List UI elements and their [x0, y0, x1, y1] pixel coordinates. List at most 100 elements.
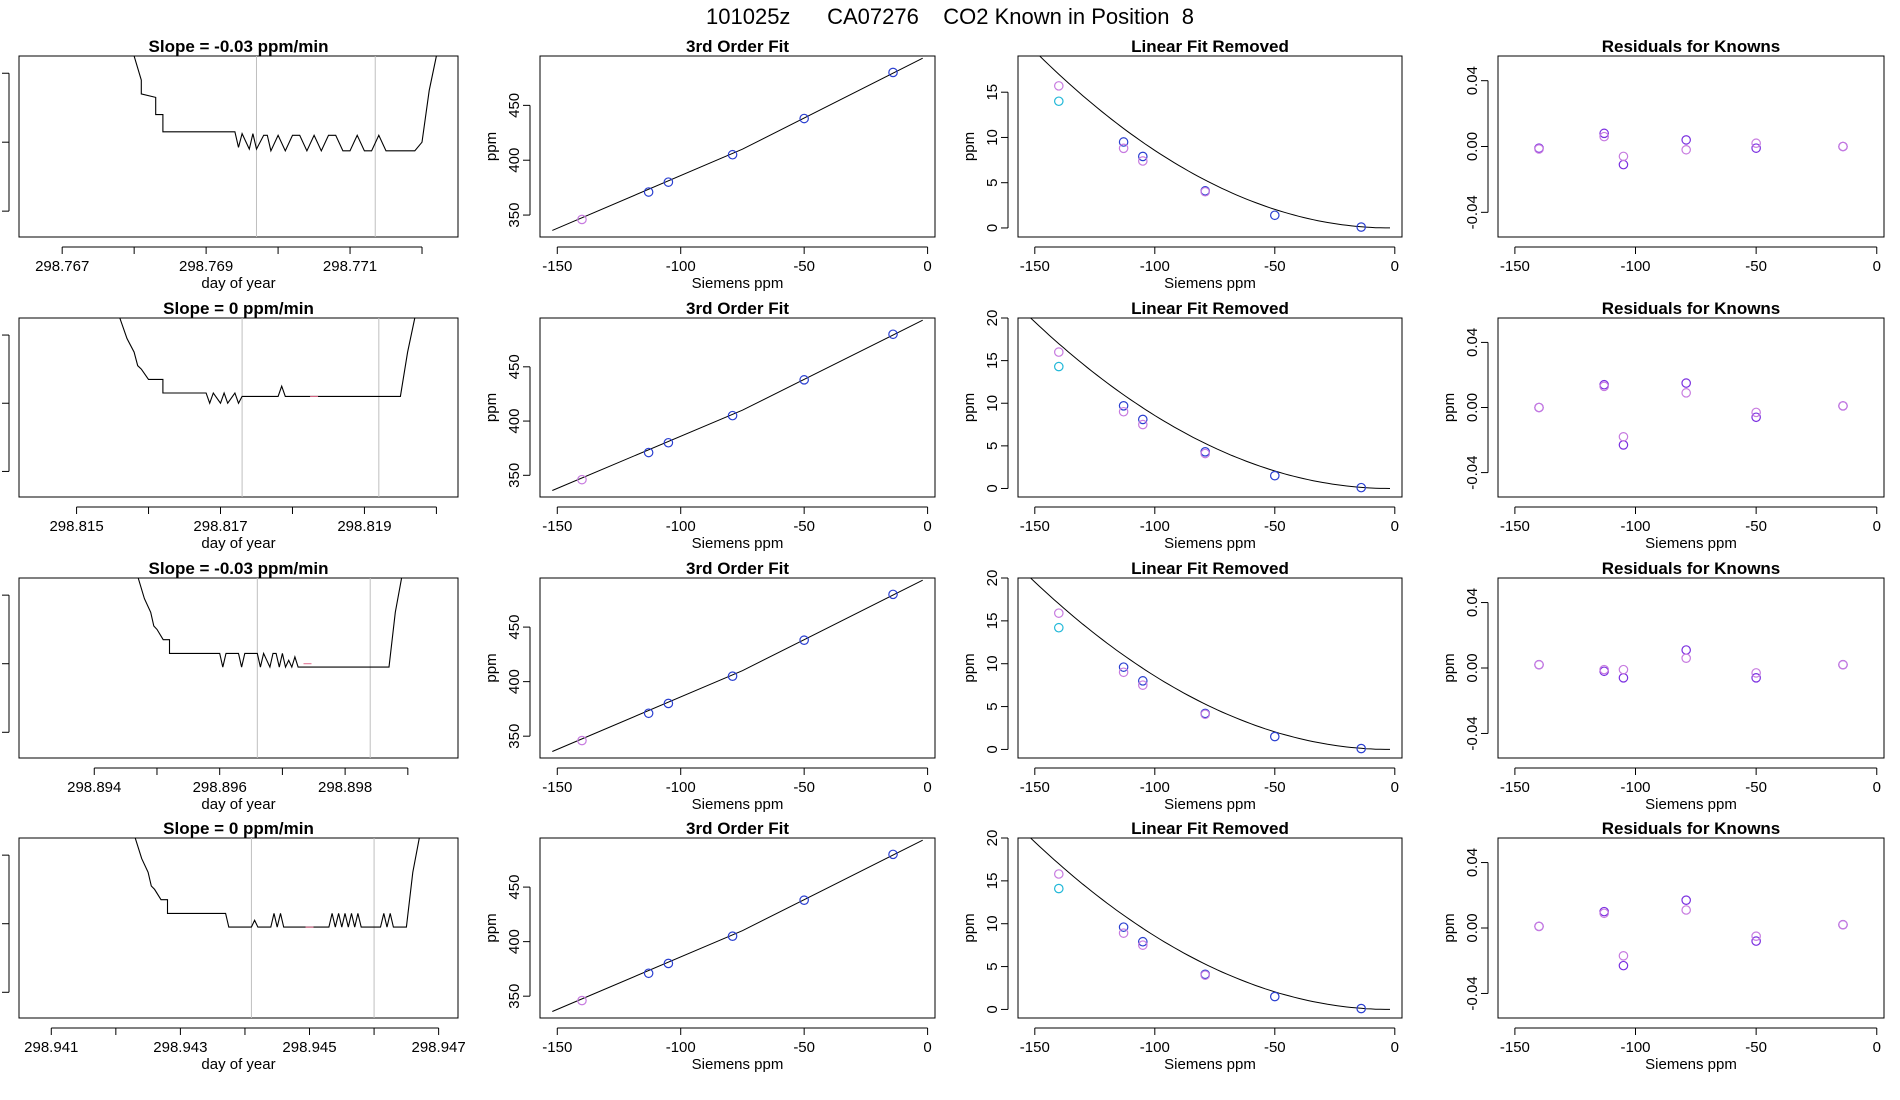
- y-tick-label: 333.0: [0, 123, 2, 161]
- y-tick-label: 0: [984, 484, 1001, 492]
- data-point: [663, 698, 674, 709]
- y-tick-label: -0.04: [1464, 195, 1481, 229]
- x-tick-label: -50: [1745, 518, 1767, 535]
- plot-title: Residuals for Knowns: [1602, 299, 1781, 318]
- data-point: [1270, 210, 1280, 221]
- plot-panel-6: 3rd Order Fit -150 -100 -50 0 Siemens ppm 350 4…: [483, 299, 936, 552]
- plot-title: 3rd Order Fit: [686, 37, 789, 56]
- x-tick-label: 298.941: [24, 1039, 78, 1056]
- data-point: [727, 931, 738, 941]
- data-point: [577, 214, 587, 225]
- y-tick-label: 450: [506, 93, 523, 118]
- data-point: [1356, 1003, 1366, 1014]
- x-axis-label: Siemens ppm: [1645, 1056, 1737, 1073]
- data-point: [1751, 931, 1761, 941]
- data-point: [1138, 414, 1148, 425]
- data-point: [1599, 381, 1609, 392]
- x-axis-label: Siemens ppm: [1645, 796, 1737, 813]
- plot-frame: [1017, 55, 1403, 238]
- plot-frame: [1497, 837, 1885, 1019]
- data-point: [1138, 936, 1148, 947]
- x-axis-label: Siemens ppm: [1164, 275, 1256, 292]
- data-point: [1356, 482, 1366, 493]
- data-point: [1599, 131, 1609, 142]
- y-tick-label: 0.00: [1464, 393, 1481, 422]
- data-point: [663, 958, 674, 969]
- data-point: [1118, 400, 1129, 411]
- y-tick-label: 20: [984, 830, 1001, 847]
- x-axis-label: Siemens ppm: [1164, 796, 1256, 813]
- fit-curve: [552, 839, 923, 1012]
- fit-curve: [1038, 56, 1390, 229]
- y-tick-label: 20: [984, 310, 1001, 327]
- x-axis-label: Siemens ppm: [1164, 1056, 1256, 1073]
- data-line: [119, 318, 416, 405]
- data-line: [134, 838, 420, 928]
- data-point: [727, 410, 738, 421]
- plot-title: 3rd Order Fit: [686, 299, 789, 318]
- y-tick-label: -0.04: [1464, 455, 1481, 489]
- plot-area: [552, 579, 923, 752]
- fit-curve: [1029, 838, 1390, 1010]
- x-tick-label: -150: [1500, 258, 1530, 275]
- fit-curve: [552, 319, 923, 491]
- x-tick-label: 298.817: [193, 518, 247, 535]
- data-point: [1534, 402, 1544, 413]
- y-tick-label: 350: [506, 984, 523, 1009]
- plot-area: [552, 839, 923, 1012]
- plot-title: Residuals for Knowns: [1602, 819, 1781, 838]
- x-axis-label: Siemens ppm: [692, 535, 784, 552]
- plot-frame: [539, 55, 936, 238]
- x-tick-label: 298.947: [412, 1039, 466, 1056]
- x-tick-label: 298.767: [35, 258, 89, 275]
- data-point: [1270, 991, 1280, 1002]
- y-tick-label: 10: [984, 915, 1001, 932]
- x-tick-label: -150: [542, 1039, 572, 1056]
- y-tick-label: 10: [984, 395, 1001, 412]
- data-point: [1118, 143, 1129, 154]
- x-tick-label: 0: [923, 518, 931, 535]
- fit-curve: [1029, 318, 1391, 489]
- y-tick-label: 400: [506, 409, 523, 434]
- plot-area: [552, 57, 923, 231]
- y-tick-label: 5: [984, 702, 1001, 710]
- x-tick-label: -50: [1745, 779, 1767, 796]
- plot-frame: [539, 317, 936, 498]
- data-point: [1534, 659, 1544, 670]
- data-point: [799, 635, 809, 645]
- x-axis-label: Siemens ppm: [692, 796, 784, 813]
- x-tick-label: 298.943: [153, 1039, 207, 1056]
- plot-panel-16: Residuals for Knowns -150 -100 -50 0 Siemens …: [1441, 819, 1885, 1073]
- data-point: [577, 735, 587, 746]
- x-tick-label: -150: [1020, 1039, 1050, 1056]
- x-axis-label: day of year: [201, 796, 275, 813]
- data-point: [1681, 135, 1691, 145]
- x-tick-label: 0: [923, 779, 931, 796]
- plot-frame: [1497, 317, 1885, 498]
- data-point: [1838, 919, 1848, 930]
- data-point: [888, 67, 898, 78]
- x-tick-label: -100: [666, 1039, 696, 1056]
- x-tick-label: -150: [1020, 258, 1050, 275]
- y-tick-label: 15: [984, 873, 1001, 890]
- y-axis-label: ppm: [961, 393, 978, 422]
- data-point: [1356, 222, 1366, 232]
- y-tick-label: 350: [506, 203, 523, 228]
- x-tick-label: 0: [1391, 518, 1399, 535]
- data-point: [1054, 81, 1064, 91]
- data-point: [1751, 138, 1761, 149]
- data-point: [1681, 378, 1691, 388]
- data-point: [1751, 673, 1761, 683]
- x-tick-label: -100: [1140, 518, 1170, 535]
- x-tick-label: -50: [1745, 1039, 1767, 1056]
- plot-area: [137, 578, 403, 758]
- x-tick-label: -50: [1745, 258, 1767, 275]
- plot-title: 3rd Order Fit: [686, 559, 789, 578]
- x-tick-label: -150: [1500, 1039, 1530, 1056]
- data-point: [1618, 431, 1629, 442]
- data-point: [1599, 128, 1609, 139]
- data-point: [799, 375, 809, 385]
- data-point: [1138, 940, 1148, 950]
- data-point: [643, 708, 654, 719]
- x-tick-label: 0: [1873, 779, 1881, 796]
